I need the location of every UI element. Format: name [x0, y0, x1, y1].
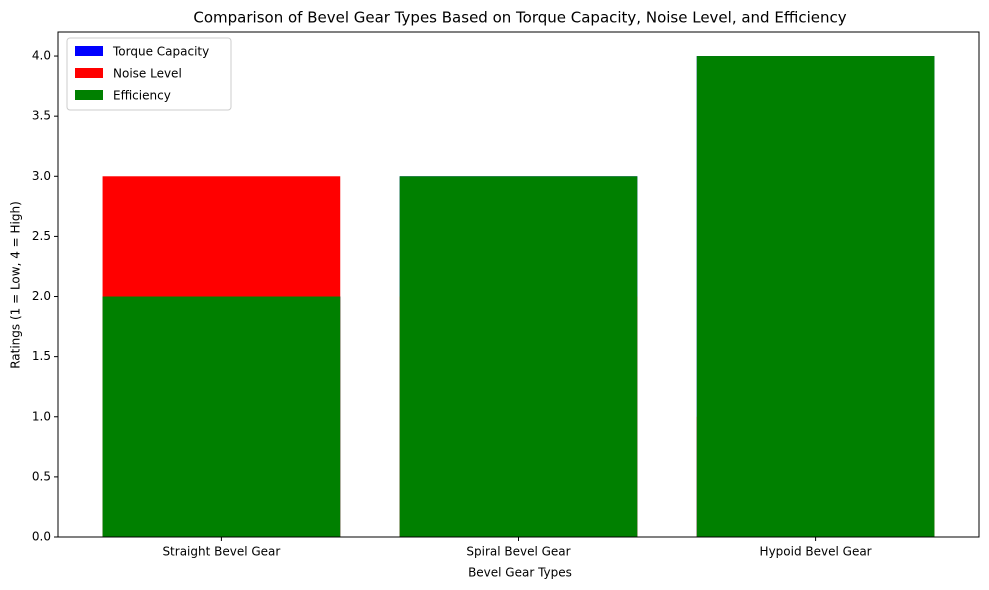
x-tick-label: Spiral Bevel Gear	[466, 545, 570, 559]
legend-label: Noise Level	[113, 67, 182, 81]
y-tick-label: 2.5	[32, 229, 51, 243]
y-tick-label: 3.0	[32, 169, 51, 183]
x-tick-label: Straight Bevel Gear	[162, 545, 280, 559]
y-tick-label: 0.5	[32, 469, 51, 483]
chart-title: Comparison of Bevel Gear Types Based on …	[193, 9, 846, 27]
legend-swatch	[75, 90, 103, 100]
y-tick-label: 1.5	[32, 349, 51, 363]
y-tick-label: 0.0	[32, 530, 51, 544]
bar	[696, 56, 935, 538]
y-tick-label: 3.5	[32, 109, 51, 123]
y-tick-label: 2.0	[32, 289, 51, 303]
bar	[399, 176, 638, 538]
y-tick-label: 1.0	[32, 409, 51, 423]
y-axis-label: Ratings (1 = Low, 4 = High)	[9, 201, 23, 369]
x-tick-label: Hypoid Bevel Gear	[760, 545, 872, 559]
legend-label: Efficiency	[113, 89, 171, 103]
y-tick-label: 4.0	[32, 49, 51, 63]
bar	[102, 296, 341, 537]
legend-label: Torque Capacity	[112, 45, 209, 59]
x-axis-label: Bevel Gear Types	[468, 566, 572, 580]
legend-box	[66, 37, 232, 111]
legend-swatch	[75, 68, 103, 78]
legend-swatch	[75, 46, 103, 56]
